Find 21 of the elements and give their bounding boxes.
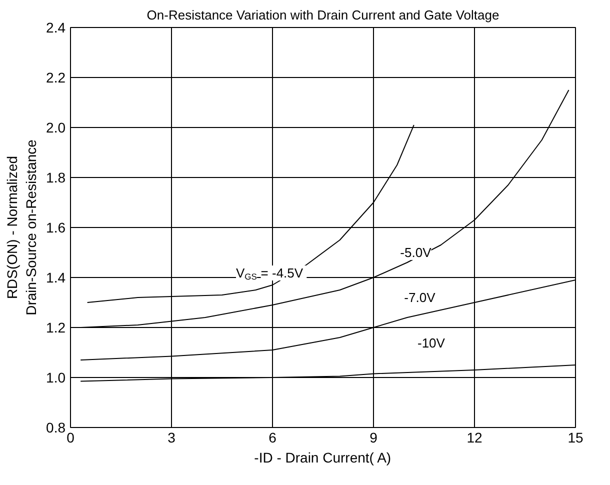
x-tick-label: 0 xyxy=(66,430,75,446)
y-tick-label: 0.8 xyxy=(46,420,66,436)
x-tick-label: 6 xyxy=(268,430,277,446)
y-tick-label: 1.0 xyxy=(46,370,66,386)
y-tick-label: 2.4 xyxy=(46,20,66,36)
y-tick-label: 2.0 xyxy=(46,120,66,136)
y-tick-label: 1.8 xyxy=(46,170,66,186)
y-tick-label: 1.4 xyxy=(46,270,66,286)
y-tick-label: 1.6 xyxy=(46,220,66,236)
y-tick-label: 2.2 xyxy=(46,70,66,86)
series-label: -10V xyxy=(418,336,446,350)
x-tick-label: 15 xyxy=(568,430,584,446)
x-tick-label: 12 xyxy=(466,430,482,446)
y-tick-label: 1.2 xyxy=(46,320,66,336)
chart-title: On-Resistance Variation with Drain Current and Gate Voltage xyxy=(146,8,500,22)
y-axis-title: RDS(ON) - Normalized Drain-Source on-Resistance xyxy=(4,139,40,316)
series-label: -5.0V xyxy=(400,245,432,260)
x-axis-title: -ID - Drain Current( A) xyxy=(254,450,392,466)
x-tick-label: 3 xyxy=(168,430,176,446)
x-tick-label: 9 xyxy=(370,430,378,446)
series-label: -7.0V xyxy=(404,290,436,305)
